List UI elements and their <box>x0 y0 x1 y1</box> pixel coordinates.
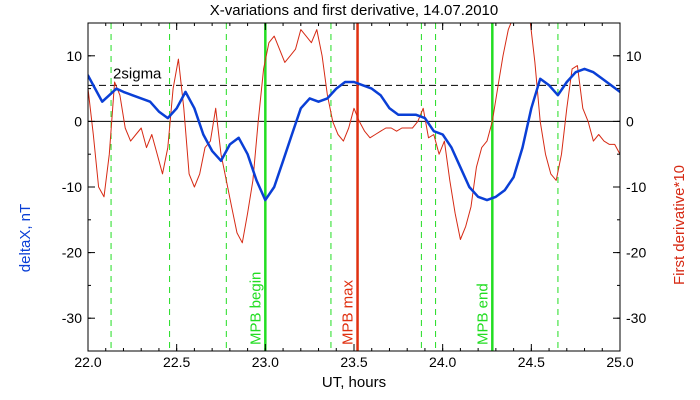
derivative-series-line <box>88 23 620 244</box>
y-tick-label-right: -30 <box>626 310 646 326</box>
marker-label: MPB end <box>474 283 491 345</box>
x-tick-label: 23.0 <box>252 354 279 370</box>
y-tick-label-left: -20 <box>62 245 82 261</box>
x-tick-label: 23.5 <box>340 354 367 370</box>
x-tick-label: 25.0 <box>606 354 633 370</box>
chart-title: X-variations and first derivative, 14.07… <box>210 2 499 19</box>
y-tick-label-left: 10 <box>66 48 82 64</box>
y-tick-label-right: 0 <box>626 113 634 129</box>
y-tick-label-left: -10 <box>62 179 82 195</box>
y-tick-label-right: 10 <box>626 48 642 64</box>
x-tick-label: 24.0 <box>429 354 456 370</box>
marker-label: MPB max <box>340 279 357 345</box>
y-tick-label-right: -10 <box>626 179 646 195</box>
x-tick-label: 22.0 <box>74 354 101 370</box>
y-tick-label-right: -20 <box>626 245 646 261</box>
y-axis-title-right: First derivative*10 <box>671 165 688 285</box>
y-tick-label-left: -30 <box>62 310 82 326</box>
marker-label: MPB begin <box>247 272 264 345</box>
y-tick-label-left: 0 <box>74 113 82 129</box>
x-axis-title: UT, hours <box>322 374 386 391</box>
deltax-series-line <box>88 67 620 202</box>
x-tick-label: 22.5 <box>163 354 190 370</box>
sigma-label: 2sigma <box>113 65 162 82</box>
y-axis-title-left: deltaX, nT <box>17 204 34 272</box>
x-tick-label: 24.5 <box>518 354 545 370</box>
